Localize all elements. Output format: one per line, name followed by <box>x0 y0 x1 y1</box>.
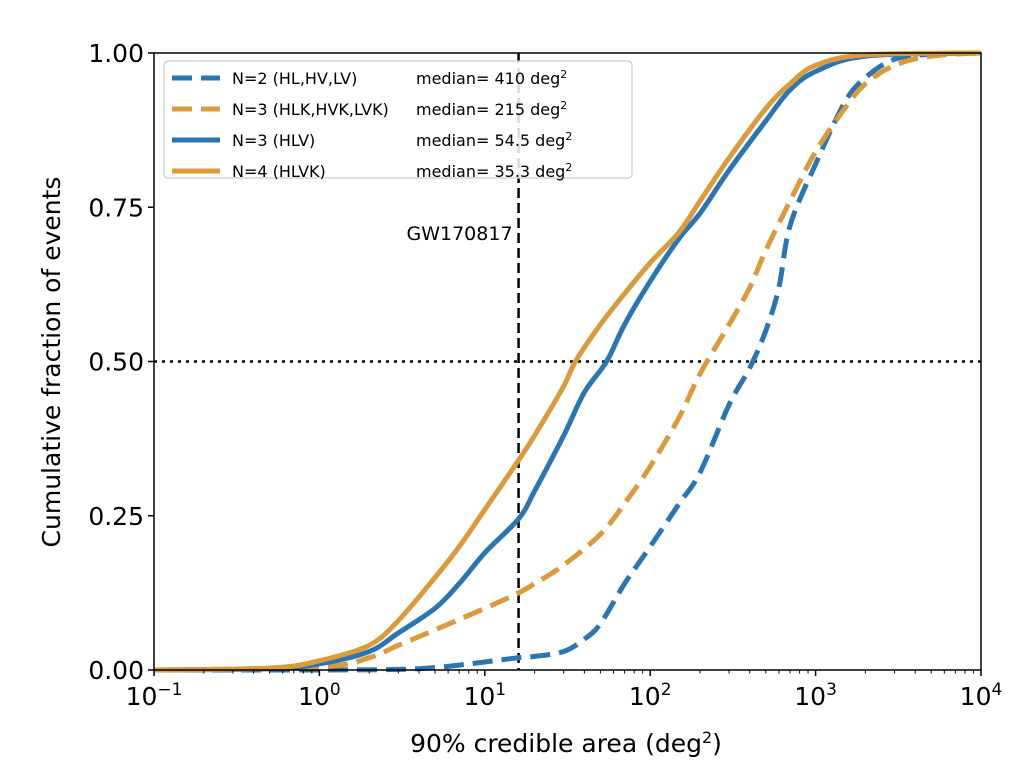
axes: 0.00 0.25 0.50 0.75 1.00 10−1 100 101 102 103 104 <box>88 39 1002 711</box>
legend-median-value: median= 54.5 deg2 <box>416 130 572 151</box>
series-line-3 <box>153 50 982 673</box>
legend-series-name: N=4 (HLVK) <box>232 162 326 181</box>
y-axis-label: Cumulative fraction of events <box>37 177 66 548</box>
y-tick-label: 0.25 <box>88 502 144 531</box>
legend-series-name: N=2 (HL,HV,LV) <box>232 69 357 88</box>
legend-median-value: median= 410 deg2 <box>416 68 567 89</box>
legend-series-name: N=3 (HLK,HVK,LVK) <box>232 100 389 119</box>
y-tick-label: 0.00 <box>88 656 144 685</box>
x-tick-label: 101 <box>463 680 506 711</box>
y-tick-label: 1.00 <box>88 39 144 68</box>
series-line-2 <box>153 50 982 673</box>
x-axis-label: 90% credible area (deg2) <box>410 728 722 759</box>
plot-area: GW170817 <box>153 50 982 673</box>
legend-median-value: median= 215 deg2 <box>416 99 567 120</box>
legend: N=2 (HL,HV,LV) median= 410 deg2 N=3 (HLK,H… <box>163 60 633 182</box>
x-tick-label: 103 <box>794 680 837 711</box>
y-tick-label: 0.75 <box>88 193 144 222</box>
x-tick-label: 100 <box>298 680 341 711</box>
x-tick-label: 10−1 <box>126 680 183 711</box>
legend-series-name: N=3 (HLV) <box>232 131 315 150</box>
y-tick-label: 0.50 <box>88 348 144 377</box>
gw170817-label: GW170817 <box>407 223 513 245</box>
x-tick-label: 104 <box>960 680 1003 711</box>
legend-median-value: median= 35.3 deg2 <box>416 161 572 182</box>
x-tick-label: 102 <box>629 680 672 711</box>
series-line-4 <box>153 50 982 673</box>
legend-box <box>163 60 633 179</box>
